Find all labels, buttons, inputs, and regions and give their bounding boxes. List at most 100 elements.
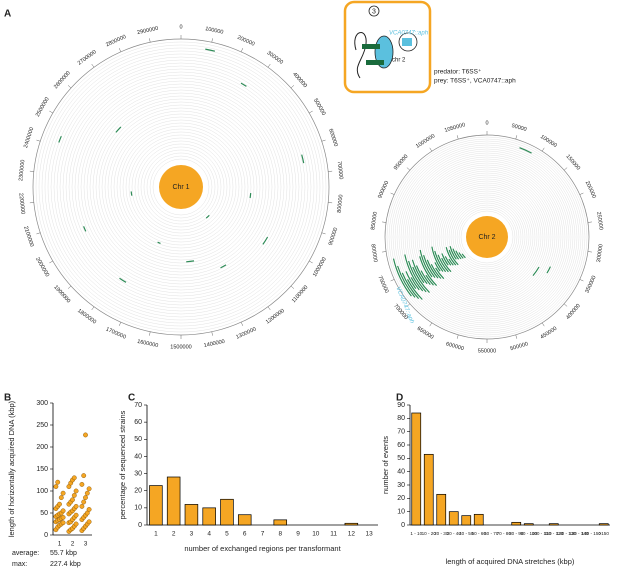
ring: [101, 107, 261, 267]
acquired-region: [431, 246, 444, 272]
x-tick-label: 6: [243, 531, 247, 538]
tick-mark: [429, 147, 433, 152]
ring: [65, 71, 297, 303]
point: [86, 519, 92, 525]
y-tick-label: 20: [397, 495, 405, 502]
ring: [131, 137, 231, 237]
position-label: 1000000: [312, 256, 328, 278]
point: [71, 492, 77, 498]
tick-mark: [267, 306, 271, 311]
plasmid: [398, 32, 418, 52]
point: [83, 432, 88, 438]
tick-mark: [267, 63, 271, 68]
ring: [92, 98, 270, 276]
y-tick-label: 0: [44, 532, 48, 539]
acquired-region: [532, 266, 540, 276]
tick-mark: [91, 306, 95, 311]
inset-number: 3: [372, 8, 376, 15]
ring: [398, 148, 576, 326]
position-label: 1200000: [265, 308, 286, 325]
ring: [446, 196, 528, 278]
ring: [436, 186, 538, 288]
x-tick-label: >150: [599, 531, 610, 536]
acquired-region: [423, 255, 436, 278]
bar: [149, 485, 163, 526]
chromosome-core: [466, 216, 508, 258]
tick-mark: [390, 279, 395, 282]
bar: [411, 412, 422, 526]
tick-mark: [290, 285, 295, 289]
ring: [394, 144, 580, 330]
tick-mark: [390, 192, 395, 195]
ring: [35, 41, 327, 333]
point: [70, 497, 75, 503]
t6ss: [366, 60, 384, 65]
position-label: 550000: [478, 348, 496, 354]
acquired-region: [437, 254, 449, 273]
point: [71, 475, 77, 481]
point: [86, 507, 92, 512]
acquired-region: [404, 254, 424, 292]
position-label: 2700000: [77, 49, 98, 66]
position-label: 100000: [539, 134, 558, 149]
panel-label: D: [396, 393, 403, 404]
tick-mark: [456, 135, 459, 140]
tick-mark: [240, 322, 244, 326]
tick-mark: [67, 85, 72, 89]
x-tick-label: 3: [190, 531, 194, 538]
position-label: 1600000: [137, 339, 159, 349]
ring: [143, 149, 219, 225]
x-tick-label: 1 - 10: [410, 531, 422, 536]
position-label: 1300000: [235, 326, 257, 340]
acquired-region: [435, 267, 445, 280]
ring: [386, 136, 588, 338]
ring: [456, 206, 518, 268]
ring: [104, 110, 258, 264]
position-label: 900000: [377, 180, 390, 199]
acquired-region: [301, 154, 305, 164]
tick-mark: [211, 331, 213, 336]
position-label: 2200000: [17, 193, 25, 215]
position-label: 50000: [511, 123, 527, 133]
bar: [273, 519, 288, 526]
y-tick-label: 100: [36, 488, 48, 495]
acquired-region: [430, 263, 442, 279]
point: [83, 495, 88, 500]
point: [73, 488, 79, 494]
tick-mark: [579, 279, 584, 282]
acquired-region: [411, 259, 425, 284]
tick-mark: [563, 303, 568, 307]
ring: [59, 65, 303, 309]
ring: [422, 172, 552, 302]
y-tick-label: 40: [397, 469, 405, 476]
panel-label: B: [4, 393, 11, 404]
ring: [406, 156, 568, 318]
acquired-region: [205, 214, 210, 219]
position-label: 400000: [291, 71, 308, 89]
y-tick-label: 30: [397, 482, 405, 489]
y-tick-label: 50: [134, 436, 142, 443]
ring: [396, 146, 578, 328]
position-label: 0: [179, 24, 182, 30]
ring: [77, 83, 285, 291]
ring: [438, 188, 536, 286]
summary-label: average:: [12, 550, 39, 557]
ring: [95, 101, 267, 273]
tick-mark: [382, 251, 387, 253]
point: [60, 508, 66, 514]
position-label: 300000: [596, 244, 605, 263]
acquired-region: [157, 241, 161, 244]
acquired-region: [458, 252, 464, 259]
position-label: 2000000: [34, 256, 50, 278]
position-label: 1100000: [291, 285, 310, 305]
bar: [344, 522, 359, 526]
x-tick-label: 10: [312, 531, 320, 538]
position-label: 2800000: [105, 34, 127, 48]
ring: [68, 74, 294, 300]
bar: [448, 511, 459, 526]
x-tick-label: 100 - 110: [532, 531, 552, 536]
y-tick-label: 60: [134, 419, 142, 426]
bar: [473, 513, 484, 526]
y-tick-label: 50: [40, 510, 48, 517]
ring: [56, 62, 306, 312]
